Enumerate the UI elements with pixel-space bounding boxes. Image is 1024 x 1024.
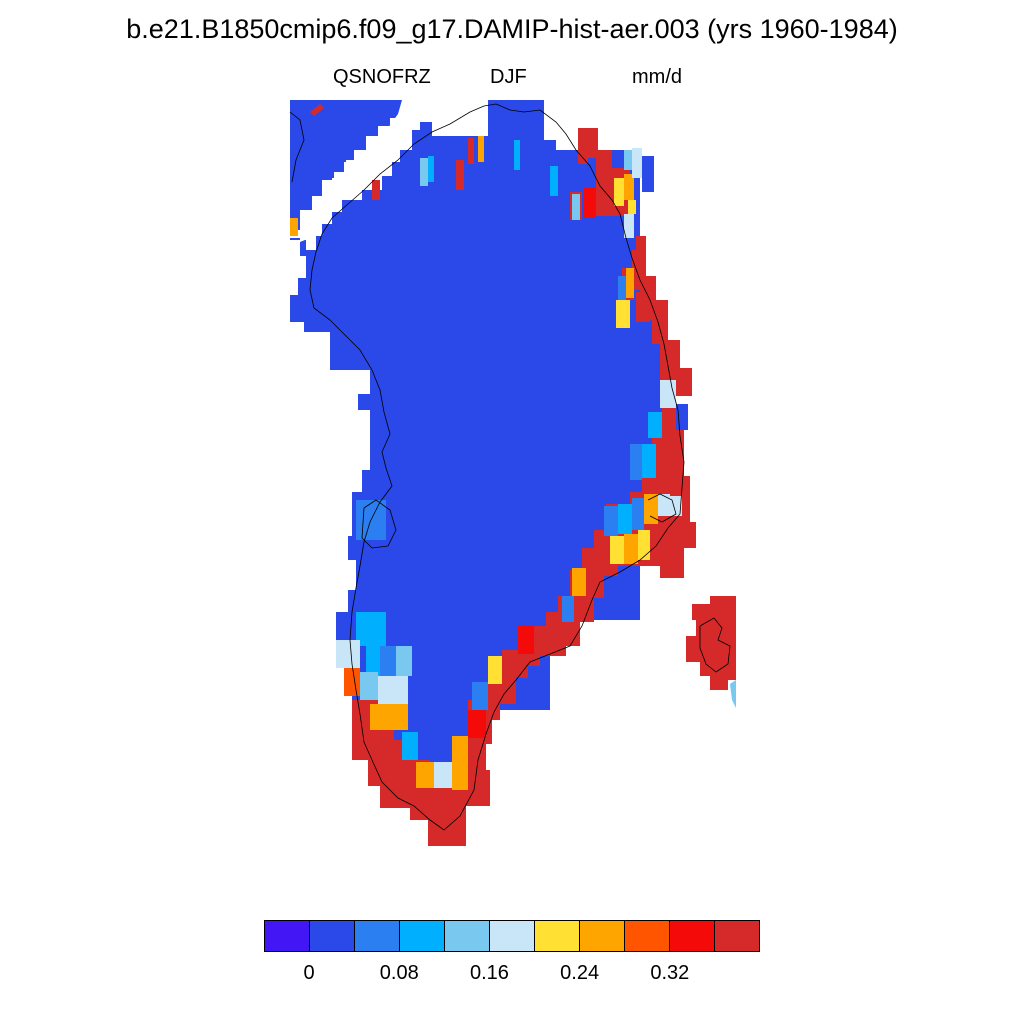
nw-coast-cell (310, 104, 324, 116)
plot-title: b.e21.B1850cmip6.f09_g17.DAMIP-hist-aer.… (126, 14, 898, 44)
ne-coast-cell (636, 236, 646, 262)
sw-coast-cell (378, 676, 408, 704)
nw-sea-gap (300, 100, 418, 242)
n-coast-cell (420, 158, 428, 186)
ne-coast-cell (624, 214, 634, 238)
ne-sea-gap (544, 100, 578, 140)
sw-coast-cell (380, 646, 396, 676)
s-coast-cell (416, 762, 434, 788)
ice-interior-core-2 (330, 230, 630, 370)
ne-coast-cell (624, 174, 634, 200)
ne-coast-cell (624, 150, 632, 170)
colorbar-tick-label: 0.24 (560, 962, 600, 984)
sw-coast-cell (402, 732, 418, 760)
e-coast-cell (572, 568, 586, 596)
n-coast-cell (456, 160, 464, 190)
n-coast-cell (478, 136, 484, 162)
ne-coast-cell (584, 188, 596, 218)
colorbar-box (625, 921, 670, 951)
units-label: mm/d (632, 66, 682, 88)
colorbar-box (580, 921, 625, 951)
ne-coast-cell (572, 194, 580, 220)
ne-coast-cell (628, 200, 636, 214)
east-island-cell (730, 680, 736, 708)
colorbar-tick-label: 0.32 (650, 962, 690, 984)
colorbar-box (670, 921, 715, 951)
colorbar (264, 920, 760, 952)
sw-coast-cell (336, 640, 360, 668)
sw-coast-cell (360, 672, 378, 700)
s-coast-cell (434, 762, 452, 788)
variable-label: QSNOFRZ (333, 66, 431, 88)
east-island-region (686, 596, 736, 690)
season-label: DJF (490, 66, 527, 88)
e-coast-cell (658, 494, 670, 516)
e-coast-cell (562, 596, 574, 622)
sw-coast-cell (344, 668, 360, 696)
e-coast-cell (644, 494, 658, 524)
ne-coast-cell (636, 292, 650, 322)
colorbar-box (535, 921, 580, 951)
e-coast-cell (638, 530, 650, 560)
ice-northwest-region (290, 100, 402, 222)
sw-coast-cell (356, 612, 386, 646)
n-coast-cell (372, 180, 380, 200)
e-coast-cell (642, 444, 656, 478)
colorbar-box (715, 921, 759, 951)
sw-coast-cell (396, 646, 412, 676)
s-coast-cell (488, 656, 502, 684)
ne-coast-cell (642, 156, 654, 192)
sw-coast-cell (366, 646, 380, 676)
ne-coast-cell (616, 300, 630, 328)
e-coast-cell (610, 536, 624, 564)
colorbar-box (265, 921, 310, 951)
e-coast-cell (618, 504, 632, 534)
n-coast-cell (428, 156, 434, 182)
colorbar-box (310, 921, 355, 951)
e-coast-cell (630, 444, 642, 480)
colorbar-tick-label: 0.16 (469, 962, 509, 984)
colorbar-tick-label: 0.08 (379, 962, 419, 984)
e-coast-cell (604, 506, 618, 536)
ne-coast-cell (588, 128, 598, 158)
ne-coast-cell (614, 178, 624, 206)
coastline-sw-fjord (361, 499, 397, 549)
s-coast-cell (468, 710, 486, 738)
coastline-e-fjord (647, 493, 677, 523)
ne-coast-cell (626, 268, 634, 298)
n-coast-cell (468, 138, 474, 164)
ne-coast-cell (632, 148, 642, 178)
e-coast-cell (518, 626, 534, 654)
sw-coast-cell (370, 704, 408, 730)
e-coast-cell (632, 498, 644, 530)
n-coast-cell (290, 218, 298, 236)
colorbar-box (355, 921, 400, 951)
e-coast-cell (670, 496, 682, 516)
ne-coast-cell (618, 276, 626, 300)
colorbar-box (490, 921, 535, 951)
e-coast-cell (648, 412, 662, 438)
colorbar-box (445, 921, 490, 951)
ne-coast-cell (514, 140, 520, 170)
coastline-east-island (699, 617, 731, 673)
coastline-north (289, 111, 305, 183)
ne-coast-cell (578, 128, 588, 164)
s-coast-cell (452, 736, 468, 790)
colorbar-tick-label: 0 (303, 962, 315, 984)
e-coast-cell (624, 534, 638, 564)
ne-coast-cell (596, 150, 612, 216)
colorbar-box (400, 921, 445, 951)
s-coast-cell (472, 682, 488, 710)
ne-coast-cell (550, 166, 558, 196)
coastline (309, 103, 685, 831)
